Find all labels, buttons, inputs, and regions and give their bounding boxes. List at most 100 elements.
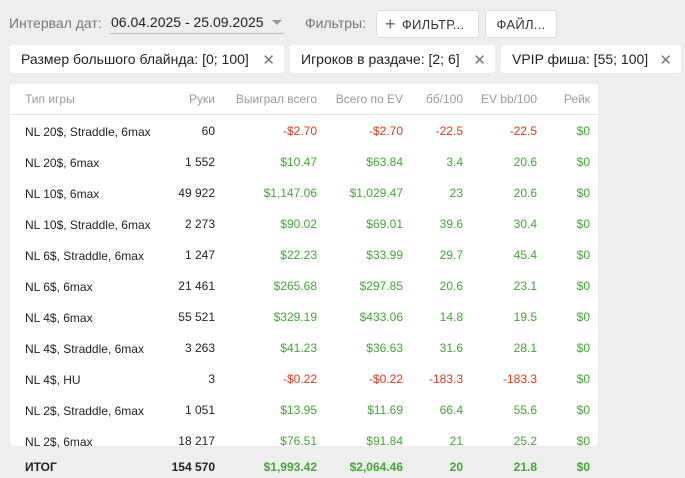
- column-header-ev-bb100[interactable]: EV bb/100: [471, 84, 545, 115]
- won-total-cell: $76.51: [223, 425, 325, 456]
- column-header-ev-total[interactable]: Всего по EV: [325, 84, 411, 115]
- file-button[interactable]: ФАЙЛ...: [485, 10, 557, 38]
- bb100-cell: 14.8: [411, 301, 471, 332]
- filter-chip-vpip[interactable]: VPIP фиша: [55; 100] ✕: [501, 45, 681, 73]
- bb100-cell: 29.7: [411, 239, 471, 270]
- won-total-cell: $90.02: [223, 208, 325, 239]
- won-total-cell: -$2.70: [223, 115, 325, 147]
- hands-cell: 1 552: [163, 146, 223, 177]
- game-type-cell: NL 2$, 6max: [10, 425, 163, 456]
- filters-label: Фильтры:: [305, 15, 366, 31]
- rake-cell: $0: [545, 301, 598, 332]
- bb100-cell: 23: [411, 177, 471, 208]
- rake-cell: $0: [545, 394, 598, 425]
- ev-total-cell: $297.85: [325, 270, 411, 301]
- won-total-cell: -$0.22: [223, 363, 325, 394]
- rake-cell: $0: [545, 208, 598, 239]
- ev-total-cell: -$2.70: [325, 115, 411, 147]
- ev-bb100-cell: 21.8: [471, 456, 545, 478]
- ev-bb100-cell: -183.3: [471, 363, 545, 394]
- hands-cell: 55 521: [163, 301, 223, 332]
- column-header-game-type[interactable]: Тип игры: [10, 84, 163, 115]
- column-header-won-total[interactable]: Выиграл всего: [223, 84, 325, 115]
- column-header-hands[interactable]: Руки: [163, 84, 223, 115]
- rake-cell: $0: [545, 425, 598, 456]
- won-total-cell: $1,993.42: [223, 456, 325, 478]
- column-header-rake[interactable]: Рейк: [545, 84, 598, 115]
- bb100-cell: 31.6: [411, 332, 471, 363]
- column-header-bb100[interactable]: бб/100: [411, 84, 471, 115]
- game-type-cell: NL 10$, 6max: [10, 177, 163, 208]
- ev-total-cell: $33.99: [325, 239, 411, 270]
- ev-total-cell: $1,029.47: [325, 177, 411, 208]
- game-type-cell: ИТОГ: [10, 456, 163, 478]
- game-type-cell: NL 4$, HU: [10, 363, 163, 394]
- hands-cell: 1 051: [163, 394, 223, 425]
- filter-chip-bb-size[interactable]: Размер большого блайнда: [0; 100] ✕: [10, 45, 284, 73]
- rake-cell: $0: [545, 332, 598, 363]
- rake-cell: $0: [545, 177, 598, 208]
- close-icon[interactable]: ✕: [262, 51, 275, 69]
- rake-cell: $0: [545, 456, 598, 478]
- interval-label: Интервал дат:: [9, 15, 102, 31]
- bb100-cell: 39.6: [411, 208, 471, 239]
- ev-bb100-cell: 30.4: [471, 208, 545, 239]
- ev-bb100-cell: 19.5: [471, 301, 545, 332]
- ev-total-cell: $433.06: [325, 301, 411, 332]
- game-type-cell: NL 4$, 6max: [10, 301, 163, 332]
- bb100-cell: 20.6: [411, 270, 471, 301]
- stats-table: Тип игры Руки Выиграл всего Всего по EV …: [10, 84, 598, 478]
- ev-bb100-cell: 23.1: [471, 270, 545, 301]
- ev-bb100-cell: 25.2: [471, 425, 545, 456]
- rake-cell: $0: [545, 115, 598, 147]
- hands-cell: 3 263: [163, 332, 223, 363]
- won-total-cell: $329.19: [223, 301, 325, 332]
- rake-cell: $0: [545, 146, 598, 177]
- game-type-cell: NL 20$, Straddle, 6max: [10, 115, 163, 147]
- game-type-cell: NL 4$, Straddle, 6max: [10, 332, 163, 363]
- ev-total-cell: -$0.22: [325, 363, 411, 394]
- rake-cell: $0: [545, 239, 598, 270]
- ev-bb100-cell: 55.6: [471, 394, 545, 425]
- stats-panel: Тип игры Руки Выиграл всего Всего по EV …: [10, 84, 598, 446]
- game-type-cell: NL 6$, 6max: [10, 270, 163, 301]
- ev-total-cell: $36.63: [325, 332, 411, 363]
- close-icon[interactable]: ✕: [473, 51, 486, 69]
- top-bar: Интервал дат: 06.04.2025 - 25.09.2025 Фи…: [0, 0, 685, 44]
- date-range-input[interactable]: 06.04.2025 - 25.09.2025: [111, 14, 264, 30]
- ev-total-cell: $63.84: [325, 146, 411, 177]
- close-icon[interactable]: ✕: [659, 51, 672, 69]
- add-filter-button[interactable]: + ФИЛЬТР...: [376, 10, 479, 38]
- bb100-cell: 21: [411, 425, 471, 456]
- won-total-cell: $10.47: [223, 146, 325, 177]
- filter-chip-label: Игроков в раздаче: [2; 6]: [301, 51, 460, 67]
- chevron-down-icon[interactable]: [272, 20, 282, 25]
- won-total-cell: $41.23: [223, 332, 325, 363]
- bb100-cell: 3.4: [411, 146, 471, 177]
- bb100-cell: -22.5: [411, 115, 471, 147]
- filter-chip-players[interactable]: Игроков в раздаче: [2; 6] ✕: [290, 45, 495, 73]
- bb100-cell: 66.4: [411, 394, 471, 425]
- game-type-cell: NL 10$, Straddle, 6max: [10, 208, 163, 239]
- ev-total-cell: $2,064.46: [325, 456, 411, 478]
- filter-chip-label: Размер большого блайнда: [0; 100]: [21, 51, 249, 67]
- file-button-label: ФАЙЛ...: [496, 17, 545, 32]
- game-type-cell: NL 20$, 6max: [10, 146, 163, 177]
- rake-cell: $0: [545, 270, 598, 301]
- bb100-cell: -183.3: [411, 363, 471, 394]
- won-total-cell: $1,147.06: [223, 177, 325, 208]
- plus-icon: +: [385, 15, 396, 33]
